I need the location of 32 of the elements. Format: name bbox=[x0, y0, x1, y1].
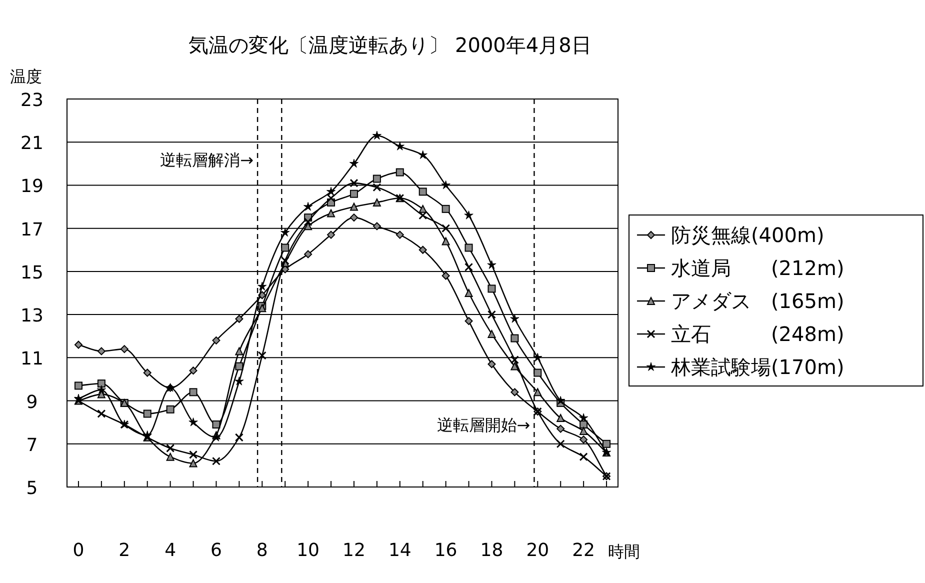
legend-label: 立石 (248m) bbox=[671, 322, 844, 346]
x-tick-label: 6 bbox=[210, 540, 222, 561]
y-tick-label: 21 bbox=[20, 133, 44, 154]
x-tick-label: 4 bbox=[164, 540, 176, 561]
x-tick-label: 8 bbox=[256, 540, 268, 561]
y-tick-label: 23 bbox=[20, 90, 44, 111]
y-tick-label: 13 bbox=[20, 306, 44, 327]
y-axis-title: 温度 bbox=[10, 67, 42, 86]
annotation: 逆転層解消→ bbox=[160, 150, 254, 170]
x-tick-label: 22 bbox=[572, 540, 596, 561]
x-tick-label: 18 bbox=[480, 540, 504, 561]
y-tick-label: 7 bbox=[26, 434, 38, 456]
y-tick-label: 17 bbox=[20, 219, 44, 240]
legend-label: アメダス (165m) bbox=[671, 289, 844, 313]
x-tick-label: 12 bbox=[342, 540, 366, 561]
legend-label: 水道局 (212m) bbox=[671, 256, 844, 280]
legend-label: 防災無線(400m) bbox=[671, 223, 824, 247]
chart-title: 気温の変化〔温度逆転あり〕 2000年4月8日 bbox=[188, 33, 592, 57]
x-axis-title: 時間 bbox=[608, 542, 640, 561]
y-tick-label: 9 bbox=[26, 392, 38, 413]
x-tick-label: 14 bbox=[388, 540, 412, 561]
legend-label: 林業試験場(170m) bbox=[670, 355, 844, 379]
x-tick-label: 20 bbox=[526, 540, 550, 561]
y-tick-label: 15 bbox=[20, 262, 44, 284]
x-tick-label: 10 bbox=[296, 540, 320, 561]
x-tick-label: 2 bbox=[118, 540, 130, 561]
x-tick-label: 16 bbox=[434, 540, 458, 561]
annotation: 逆転層開始→ bbox=[436, 415, 530, 434]
y-tick-label: 11 bbox=[20, 348, 44, 370]
y-tick-label: 5 bbox=[26, 478, 38, 499]
x-tick-label: 0 bbox=[72, 540, 84, 561]
y-tick-label: 19 bbox=[20, 176, 44, 198]
